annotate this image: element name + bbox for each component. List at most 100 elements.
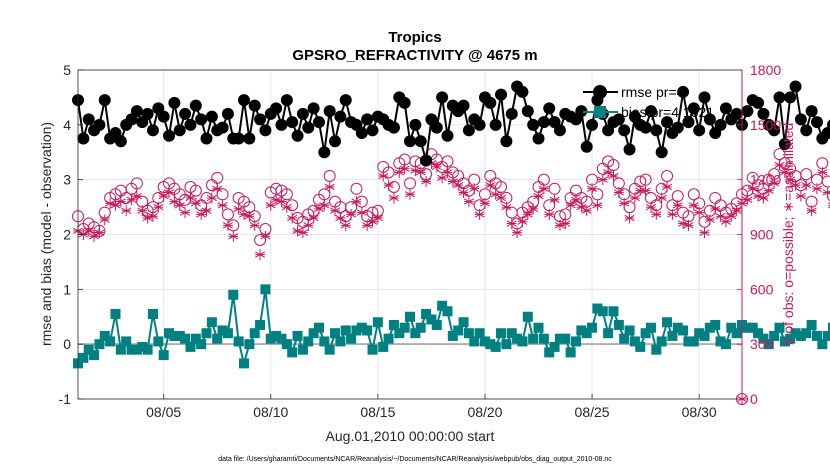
y2-tick-label: 600	[750, 281, 774, 297]
bias-point	[405, 311, 415, 322]
assimilated-point	[790, 179, 801, 191]
bias-point	[147, 309, 158, 320]
bias-point	[164, 328, 175, 339]
bias-point	[662, 317, 673, 328]
rmse-point	[436, 91, 449, 104]
y-axis-label: rmse and bias (model - observation)	[38, 122, 54, 346]
assimilated-point	[763, 185, 774, 197]
rmse-point	[441, 129, 454, 142]
bias-point	[115, 344, 126, 355]
rmse-point	[355, 127, 368, 140]
rmse-point	[179, 107, 192, 120]
x-tick-label: 08/15	[360, 404, 395, 420]
assimilated-point	[142, 212, 153, 224]
bias-point	[683, 336, 694, 347]
legend-bias-label: bias pr=4 1621	[621, 104, 714, 120]
assimilated-point	[330, 205, 341, 217]
assimilated-point	[570, 194, 582, 206]
assimilated-point	[190, 197, 201, 209]
assimilated-point	[158, 190, 169, 202]
assimilated-point	[742, 194, 753, 206]
bias-point	[506, 328, 517, 339]
bias-point	[720, 339, 731, 350]
assimilated-point	[410, 165, 421, 177]
rmse-point	[575, 105, 588, 118]
rmse-point	[623, 143, 636, 156]
assimilated-point	[597, 174, 608, 186]
assimilated-point	[383, 179, 394, 191]
rmse-point	[195, 113, 208, 126]
bias-point	[378, 341, 389, 352]
bias-point	[635, 341, 646, 352]
rmse-point	[741, 105, 754, 118]
assimilated-point	[292, 225, 303, 237]
assimilated-point	[496, 192, 507, 204]
assimilated-point	[811, 183, 822, 195]
rmse-point	[361, 113, 374, 126]
bias-point	[313, 322, 324, 333]
assimilated-point	[174, 199, 185, 211]
bias-point	[795, 330, 806, 341]
assimilated-point	[212, 183, 223, 195]
bias-point	[415, 322, 426, 333]
rmse-point	[248, 99, 261, 112]
rmse-point	[473, 118, 486, 131]
assimilated-point	[817, 166, 828, 178]
bias-point	[458, 317, 469, 328]
assimilated-point	[431, 161, 442, 173]
bias-line	[77, 289, 830, 368]
assimilated-point	[672, 199, 683, 211]
series-assimilated-obs	[72, 157, 830, 405]
assimilated-point	[137, 205, 148, 217]
assimilated-point	[367, 216, 378, 228]
assimilated-point	[747, 183, 758, 195]
bias-point	[496, 328, 507, 339]
bias-point	[453, 325, 464, 336]
bias-point	[196, 339, 207, 350]
bias-point	[249, 328, 260, 339]
bias-point	[474, 328, 485, 339]
rmse-point	[789, 80, 802, 93]
assimilated-point	[603, 166, 614, 178]
assimilated-point	[512, 227, 523, 239]
bias-point	[769, 330, 780, 341]
assimilated-point	[463, 196, 474, 208]
assimilated-point	[94, 227, 105, 239]
assimilated-point	[308, 212, 319, 224]
bias-point	[517, 336, 528, 347]
bias-point	[410, 328, 421, 339]
legend-rmse-label: rmse pr=4	[621, 84, 685, 100]
assimilated-point	[115, 196, 126, 208]
bias-point	[758, 333, 769, 344]
rmse-point	[484, 96, 497, 109]
rmse-point	[414, 135, 427, 148]
rmse-point	[521, 105, 534, 118]
assimilated-point	[121, 205, 132, 217]
rmse-point	[216, 121, 229, 134]
bias-point	[287, 347, 298, 358]
bias-point	[533, 322, 544, 333]
rmse-point	[644, 105, 657, 118]
y2-axis-label: # of obs: o=possible; ∗=assimilated	[780, 123, 796, 346]
assimilated-point	[635, 185, 646, 197]
legend: rmse pr=4 bias pr=4 1621	[583, 84, 714, 120]
rmse-point	[537, 116, 550, 129]
assimilated-point	[83, 225, 94, 237]
assimilated-point	[485, 179, 496, 191]
assimilated-point	[335, 212, 346, 224]
possible-point	[280, 188, 293, 201]
assimilated-point	[624, 212, 635, 224]
rmse-point	[612, 113, 625, 126]
bias-point	[828, 322, 830, 333]
bias-point	[292, 330, 303, 341]
assimilated-point	[667, 208, 678, 220]
rmse-point	[805, 105, 818, 118]
assimilated-point	[415, 166, 426, 178]
bias-point	[544, 347, 555, 358]
bias-point	[330, 328, 341, 339]
bias-point	[340, 325, 351, 336]
bias-point	[271, 330, 282, 341]
series-bias	[73, 284, 830, 369]
rmse-point	[650, 124, 663, 137]
bias-point	[678, 325, 689, 336]
